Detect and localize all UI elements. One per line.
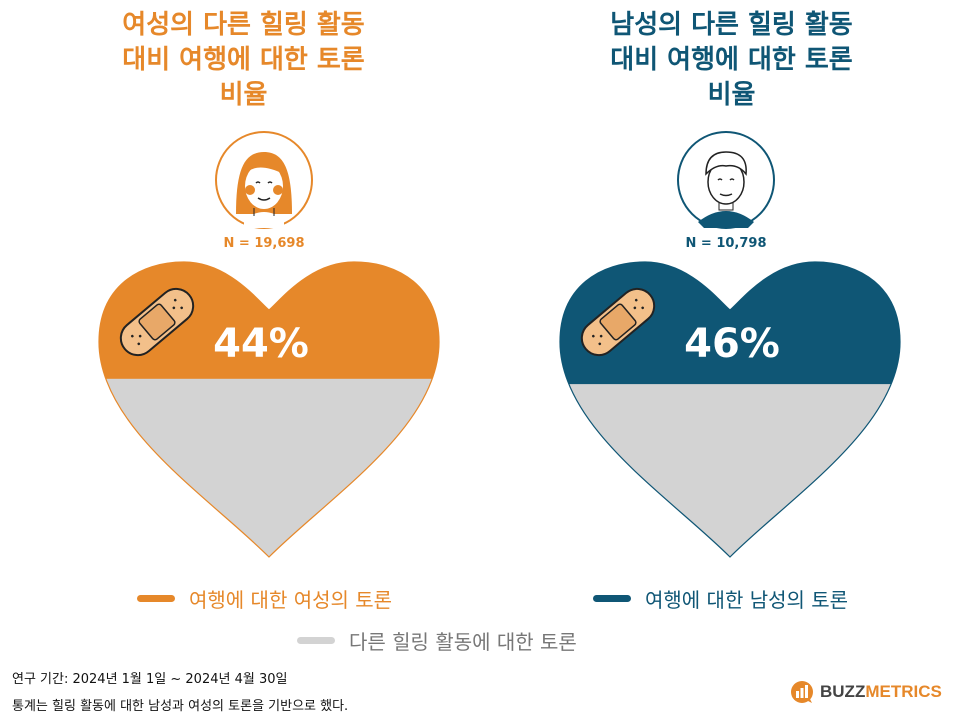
legend-other-swatch [297,637,335,644]
female-heart-chart: 44% [98,261,440,558]
statistics-note: 통계는 힐링 활동에 대한 남성과 여성의 토론을 기반으로 했다. [12,699,349,714]
female-panel: 여성의 다른 힐링 활동 대비 여행에 대한 토론 비율 N = 19,698 [0,0,487,620]
legend-other: 다른 힐링 활동에 대한 토론 [297,626,577,655]
legend-male-label: 여행에 대한 남성의 토론 [645,588,849,612]
legend-female-label: 여행에 대한 여성의 토론 [189,588,393,612]
female-percent-label: 44% [213,321,309,367]
male-panel: 남성의 다른 힐링 활동 대비 여행에 대한 토론 비율 N = 10,798 [488,0,975,620]
legend-male-swatch [593,595,631,602]
female-chart-title: 여성의 다른 힐링 활동 대비 여행에 대한 토론 비율 [122,10,365,110]
male-chart-title: 남성의 다른 힐링 활동 대비 여행에 대한 토론 비율 [610,10,853,110]
man-avatar-icon [677,131,775,229]
bandage-icon [580,287,656,357]
buzzmetrics-logo: BUZZ METRICS [790,680,942,704]
logo-bars-icon [791,681,813,703]
legend-other-label: 다른 힐링 활동에 대한 토론 [349,630,577,654]
female-sample-size: N = 19,698 [223,236,305,251]
logo-text-buzz: BUZZ [820,682,866,701]
male-sample-size: N = 10,798 [685,236,767,251]
legend-female-swatch [137,595,175,602]
logo-text-metrics: METRICS [865,682,942,701]
male-percent-label: 46% [684,321,780,367]
woman-avatar-icon [215,131,313,229]
legend-male: 여행에 대한 남성의 토론 [593,584,848,613]
male-heart-chart: 46% [559,261,901,558]
study-period-note: 연구 기간: 2024년 1월 1일 ~ 2024년 4월 30일 [12,672,288,687]
bandage-icon [119,287,195,357]
legend-female: 여행에 대한 여성의 토론 [137,584,392,613]
